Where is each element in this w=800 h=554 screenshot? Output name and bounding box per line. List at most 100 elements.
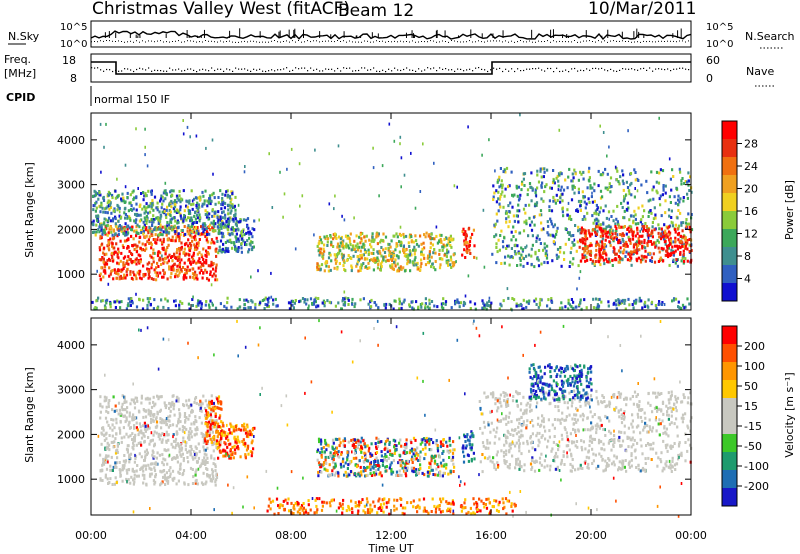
range-gate-cell [155, 206, 158, 210]
range-gate-cell [195, 247, 198, 251]
range-gate-cell [569, 260, 572, 264]
range-gate-cell [199, 409, 202, 412]
range-gate-cell [213, 272, 216, 276]
range-gate-cell [95, 214, 98, 218]
range-gate-cell [264, 303, 267, 306]
range-gate-cell [578, 303, 581, 307]
range-gate-cell [92, 194, 95, 198]
range-gate-cell [174, 239, 177, 243]
range-gate-cell [552, 169, 555, 172]
nsearch-dot [373, 41, 374, 43]
nsearch-dot [523, 41, 524, 43]
range-gate-cell [146, 262, 149, 266]
range-gate-cell [129, 208, 133, 211]
range-gate-cell [190, 216, 193, 220]
range-gate-cell [654, 245, 657, 249]
range-gate-cell [154, 270, 157, 274]
range-gate-cell [241, 229, 244, 233]
range-gate-cell [637, 179, 640, 182]
range-gate-cell [206, 415, 209, 419]
range-gate-cell [184, 232, 187, 236]
range-gate-cell [449, 240, 452, 243]
range-gate-cell [206, 439, 209, 443]
range-gate-cell [370, 251, 373, 255]
range-gate-cell [185, 218, 188, 222]
range-gate-cell [495, 200, 498, 204]
range-gate-cell [177, 397, 180, 401]
range-gate-cell [439, 263, 442, 267]
range-gate-cell [191, 409, 194, 413]
range-gate-cell [598, 256, 602, 260]
range-gate-cell [185, 271, 188, 275]
nsearch-dot [283, 41, 284, 42]
range-gate-cell [658, 300, 661, 303]
range-gate-cell [237, 203, 240, 207]
range-gate-cell [388, 122, 391, 126]
range-gate-cell [618, 182, 621, 186]
range-gate-cell [674, 230, 677, 234]
range-gate-cell [642, 225, 646, 228]
range-gate-cell [100, 223, 103, 227]
range-gate-cell [588, 179, 591, 183]
range-gate-cell [206, 468, 209, 471]
range-gate-cell [573, 168, 576, 172]
range-gate-cell [118, 277, 121, 281]
range-gate-cell [121, 479, 124, 483]
range-gate-cell [540, 262, 543, 266]
range-gate-cell [329, 234, 332, 237]
range-gate-cell [402, 248, 405, 251]
range-gate-cell [648, 251, 652, 255]
range-gate-cell [419, 265, 422, 269]
range-gate-cell [494, 169, 496, 173]
range-gate-cell [191, 239, 194, 243]
nave-dot [571, 68, 573, 70]
range-gate-cell [550, 300, 554, 304]
range-gate-cell [663, 303, 666, 306]
range-gate-cell [134, 258, 137, 262]
nsearch-dot [412, 40, 413, 42]
range-gate-cell [169, 404, 172, 408]
range-gate-cell [438, 248, 441, 252]
range-gate-cell [327, 265, 330, 269]
range-gate-cell [579, 170, 582, 174]
range-gate-cell [548, 205, 551, 209]
range-gate-cell [103, 145, 105, 149]
range-gate-cell [538, 237, 541, 241]
range-gate-cell [468, 243, 471, 247]
range-gate-cell [336, 242, 340, 246]
range-gate-cell [174, 256, 178, 260]
range-gate-cell [632, 214, 635, 218]
nave-dot [631, 68, 633, 70]
range-gate-cell [508, 210, 511, 213]
range-gate-cell [582, 195, 585, 198]
range-gate-cell [392, 234, 395, 238]
range-gate-cell [121, 192, 124, 196]
range-gate-cell [182, 189, 185, 193]
range-gate-cell [101, 479, 104, 482]
nsearch-dot [571, 41, 572, 43]
range-gate-cell [351, 297, 354, 301]
range-gate-cell [531, 243, 534, 247]
range-gate-cell [336, 253, 338, 257]
range-gate-cell [540, 298, 543, 302]
range-gate-cell [154, 480, 157, 484]
range-gate-cell [515, 302, 518, 306]
range-gate-cell [206, 204, 209, 208]
range-gate-cell [167, 419, 170, 423]
range-gate-cell [399, 142, 401, 146]
nsearch-dot [139, 41, 140, 43]
range-gate-cell [120, 229, 123, 233]
range-gate-cell [115, 276, 118, 280]
nave-dot [436, 70, 438, 72]
range-gate-cell [652, 241, 655, 245]
range-gate-cell [603, 262, 606, 266]
range-gate-cell [272, 298, 275, 302]
range-gate-cell [105, 227, 108, 230]
range-gate-cell [543, 170, 546, 174]
range-gate-cell [454, 300, 458, 304]
range-gate-cell [210, 238, 214, 242]
range-gate-cell [343, 290, 346, 294]
range-gate-cell [208, 430, 211, 434]
colorbar-segment [722, 157, 737, 176]
range-gate-cell [399, 244, 403, 248]
